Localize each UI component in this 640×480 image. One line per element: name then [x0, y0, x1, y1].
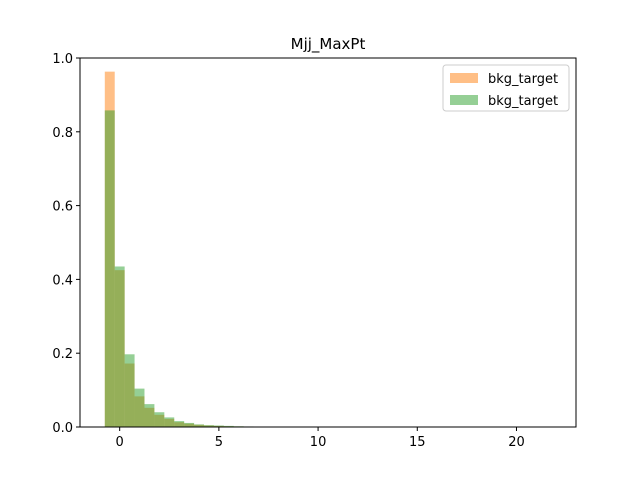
- y-tick-label: 0.2: [52, 347, 73, 362]
- histogram-bar-series-1: [114, 266, 125, 427]
- histogram-bar-series-1: [154, 412, 165, 427]
- bars-layer: [104, 71, 403, 427]
- histogram-bar-series-1: [144, 404, 155, 427]
- y-tick-label: 0.4: [52, 273, 73, 288]
- legend-swatch: [450, 73, 478, 83]
- histogram-bar-series-1: [124, 354, 135, 427]
- chart-title: Mjj_MaxPt: [291, 35, 366, 54]
- legend-swatch: [450, 95, 478, 105]
- histogram-bar-series-1: [194, 424, 204, 427]
- x-tick-label: 20: [508, 435, 525, 450]
- x-tick-label: 0: [116, 435, 124, 450]
- x-tick-label: 15: [409, 435, 426, 450]
- axes-layer: 0 5 10 15 20 0.0 0.2 0.4 0.6 0.8 1.0: [52, 52, 577, 450]
- y-tick-label: 0.8: [52, 126, 73, 141]
- legend-label: bkg_target: [488, 94, 558, 109]
- histogram-bar-series-1: [223, 425, 234, 427]
- y-tick-label: 1.0: [52, 52, 73, 67]
- legend-label: bkg_target: [488, 72, 558, 87]
- histogram-bar-series-1: [184, 422, 195, 427]
- histogram-bar-series-1: [213, 425, 224, 427]
- x-tick-label: 5: [215, 435, 223, 450]
- histogram-bar-series-1: [204, 425, 214, 427]
- legend: bkg_target bkg_target: [442, 64, 570, 112]
- histogram-bar-series-1: [134, 388, 145, 427]
- x-tick-label: 10: [310, 435, 327, 450]
- histogram-bar-series-1: [174, 421, 185, 427]
- histogram-bar-series-1: [104, 110, 115, 427]
- y-tick-label: 0.0: [52, 421, 73, 436]
- plot-frame: [79, 57, 577, 428]
- histogram-bar-series-1: [164, 417, 175, 427]
- y-tick-label: 0.6: [52, 200, 73, 215]
